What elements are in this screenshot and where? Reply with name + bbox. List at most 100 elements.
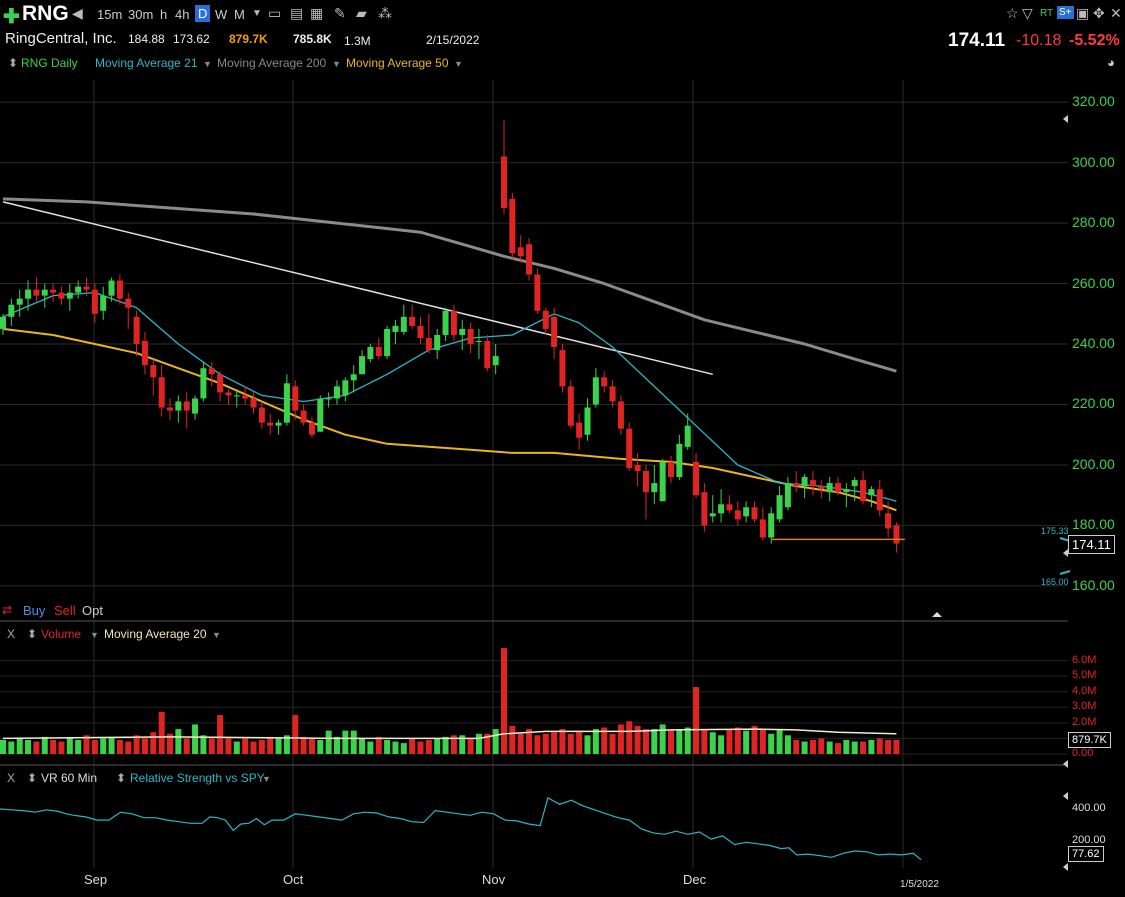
volume-ma-dropdown-icon[interactable]: ▼	[212, 630, 221, 640]
collapse-panel-icon[interactable]	[932, 612, 942, 617]
trendline[interactable]	[2, 201, 713, 376]
rt-label[interactable]: RT	[1040, 8, 1054, 19]
candle-body-49	[409, 316, 416, 326]
s-plus-label[interactable]: S+	[1057, 6, 1074, 19]
save-icon[interactable]: ▣	[1076, 5, 1090, 21]
legend-daily[interactable]: RNG Daily	[21, 56, 78, 70]
candle-body-59	[492, 356, 499, 366]
candle-body-54	[450, 310, 457, 335]
tf-4h[interactable]: 4h	[175, 7, 190, 22]
candle-body-25	[208, 368, 215, 375]
volume-bar-8	[66, 738, 73, 754]
rs-dropdown-icon[interactable]: ▼	[262, 774, 271, 784]
volume-bar-41	[342, 730, 349, 754]
candle-body-88	[734, 510, 741, 520]
candle-body-30	[250, 398, 257, 408]
volume-bar-98	[818, 738, 825, 754]
candle-body-29	[242, 395, 249, 399]
volume-bar-16	[133, 735, 140, 754]
ma200-dropdown-icon[interactable]: ▼	[332, 59, 341, 69]
share-icon[interactable]: ⁂	[378, 5, 392, 21]
volume-bar-24	[200, 735, 207, 754]
filter-icon[interactable]: ▽	[1022, 5, 1033, 21]
volume-bar-21	[175, 729, 182, 754]
legend-ma200[interactable]: Moving Average 200	[217, 56, 327, 70]
volume-bar-95	[793, 739, 800, 754]
sell-button[interactable]: Sell	[54, 603, 76, 618]
legend-ma50[interactable]: Moving Average 50	[346, 56, 449, 70]
legend-volume-ma[interactable]: Moving Average 20	[104, 627, 207, 641]
price-scroll-up-icon[interactable]	[1063, 115, 1068, 123]
volume-bar-25	[208, 738, 215, 754]
volume-bar-82	[684, 727, 691, 754]
close-icon[interactable]: ✕	[1110, 5, 1122, 21]
rs-sort-icon-2[interactable]: ⬍	[116, 771, 127, 785]
options-button[interactable]: Opt	[82, 603, 103, 618]
candle-body-102	[851, 480, 858, 487]
candle-body-57	[475, 341, 482, 342]
candle-body-15	[125, 298, 132, 308]
volume-bar-74	[617, 724, 624, 754]
volume-bar-40	[334, 736, 340, 754]
symbol-label[interactable]: RNG	[22, 2, 69, 25]
candle-body-97	[809, 480, 816, 487]
volume-bar-26	[217, 715, 224, 754]
volume-bar-105	[876, 738, 883, 754]
rs-sort-icon[interactable]: ⬍	[27, 771, 38, 785]
add-symbol-icon[interactable]: ✚	[3, 6, 20, 28]
candle-body-53	[442, 310, 449, 335]
volume-sort-icon[interactable]: ⬍	[27, 627, 38, 641]
candle-body-74	[617, 401, 624, 429]
rs-marker-down-icon	[1063, 863, 1068, 871]
calendar-icon[interactable]: ▦	[310, 5, 324, 21]
trade-icon[interactable]: ⇄	[2, 603, 13, 617]
star-icon[interactable]: ☆	[1006, 5, 1019, 21]
sort-icon[interactable]: ⬍	[8, 56, 19, 70]
tf-15m[interactable]: 15m	[97, 7, 123, 22]
volume-bar-102	[851, 741, 858, 754]
x-label-oct: Oct	[283, 872, 304, 887]
candle-body-64	[534, 274, 541, 311]
tf-30m[interactable]: 30m	[128, 7, 154, 22]
candle-body-81	[676, 443, 683, 478]
tf-d[interactable]: D	[195, 5, 211, 22]
volume-bar-12	[100, 738, 107, 754]
volume-dropdown-icon[interactable]: ▼	[90, 630, 99, 640]
close-volume-button[interactable]: X	[7, 627, 16, 641]
volume-tick-label-0: 6.0M	[1072, 653, 1097, 666]
volume-bar-72	[601, 727, 608, 754]
candle-body-16	[133, 316, 140, 345]
legend-vr[interactable]: VR 60 Min	[41, 771, 98, 785]
layout-icon[interactable]: ▰	[356, 5, 367, 21]
volume-bar-63	[526, 729, 533, 754]
timeframe-dropdown-icon[interactable]: ▼	[252, 8, 262, 19]
legend-rs[interactable]: Relative Strength vs SPY	[130, 771, 265, 785]
ma50-dropdown-icon[interactable]: ▼	[454, 59, 463, 69]
tf-h[interactable]: h	[160, 7, 168, 22]
palette-icon[interactable]: ◕	[1107, 55, 1115, 70]
volume-bar-59	[492, 729, 499, 754]
buy-button[interactable]: Buy	[23, 603, 46, 618]
chart-type-icon[interactable]: ▭	[268, 5, 282, 21]
volume-bar-27	[225, 738, 232, 754]
volume-bar-50	[417, 741, 424, 754]
ma21-dropdown-icon[interactable]: ▼	[203, 59, 212, 69]
tf-w[interactable]: W	[215, 7, 228, 22]
draw-icon[interactable]: ✎	[334, 5, 346, 21]
move-icon[interactable]: ✥	[1093, 5, 1105, 21]
price-scroll-down-icon[interactable]	[1063, 549, 1068, 557]
candle-body-103	[860, 480, 867, 502]
candle-body-1	[8, 304, 15, 317]
close-rs-button[interactable]: X	[7, 771, 16, 785]
tf-m[interactable]: M	[234, 7, 245, 22]
indicator-icon[interactable]: ▤	[290, 5, 304, 21]
candle-body-32	[267, 422, 274, 426]
price-tick-label-0: 320.00	[1072, 93, 1115, 110]
last-price: 174.11	[948, 30, 1006, 51]
company-name: RingCentral, Inc.	[5, 30, 117, 47]
legend-ma21[interactable]: Moving Average 21	[95, 56, 198, 70]
speaker-icon[interactable]: ◀	[72, 5, 83, 21]
legend-volume[interactable]: Volume	[41, 627, 82, 641]
high-value: 184.88	[128, 32, 165, 46]
